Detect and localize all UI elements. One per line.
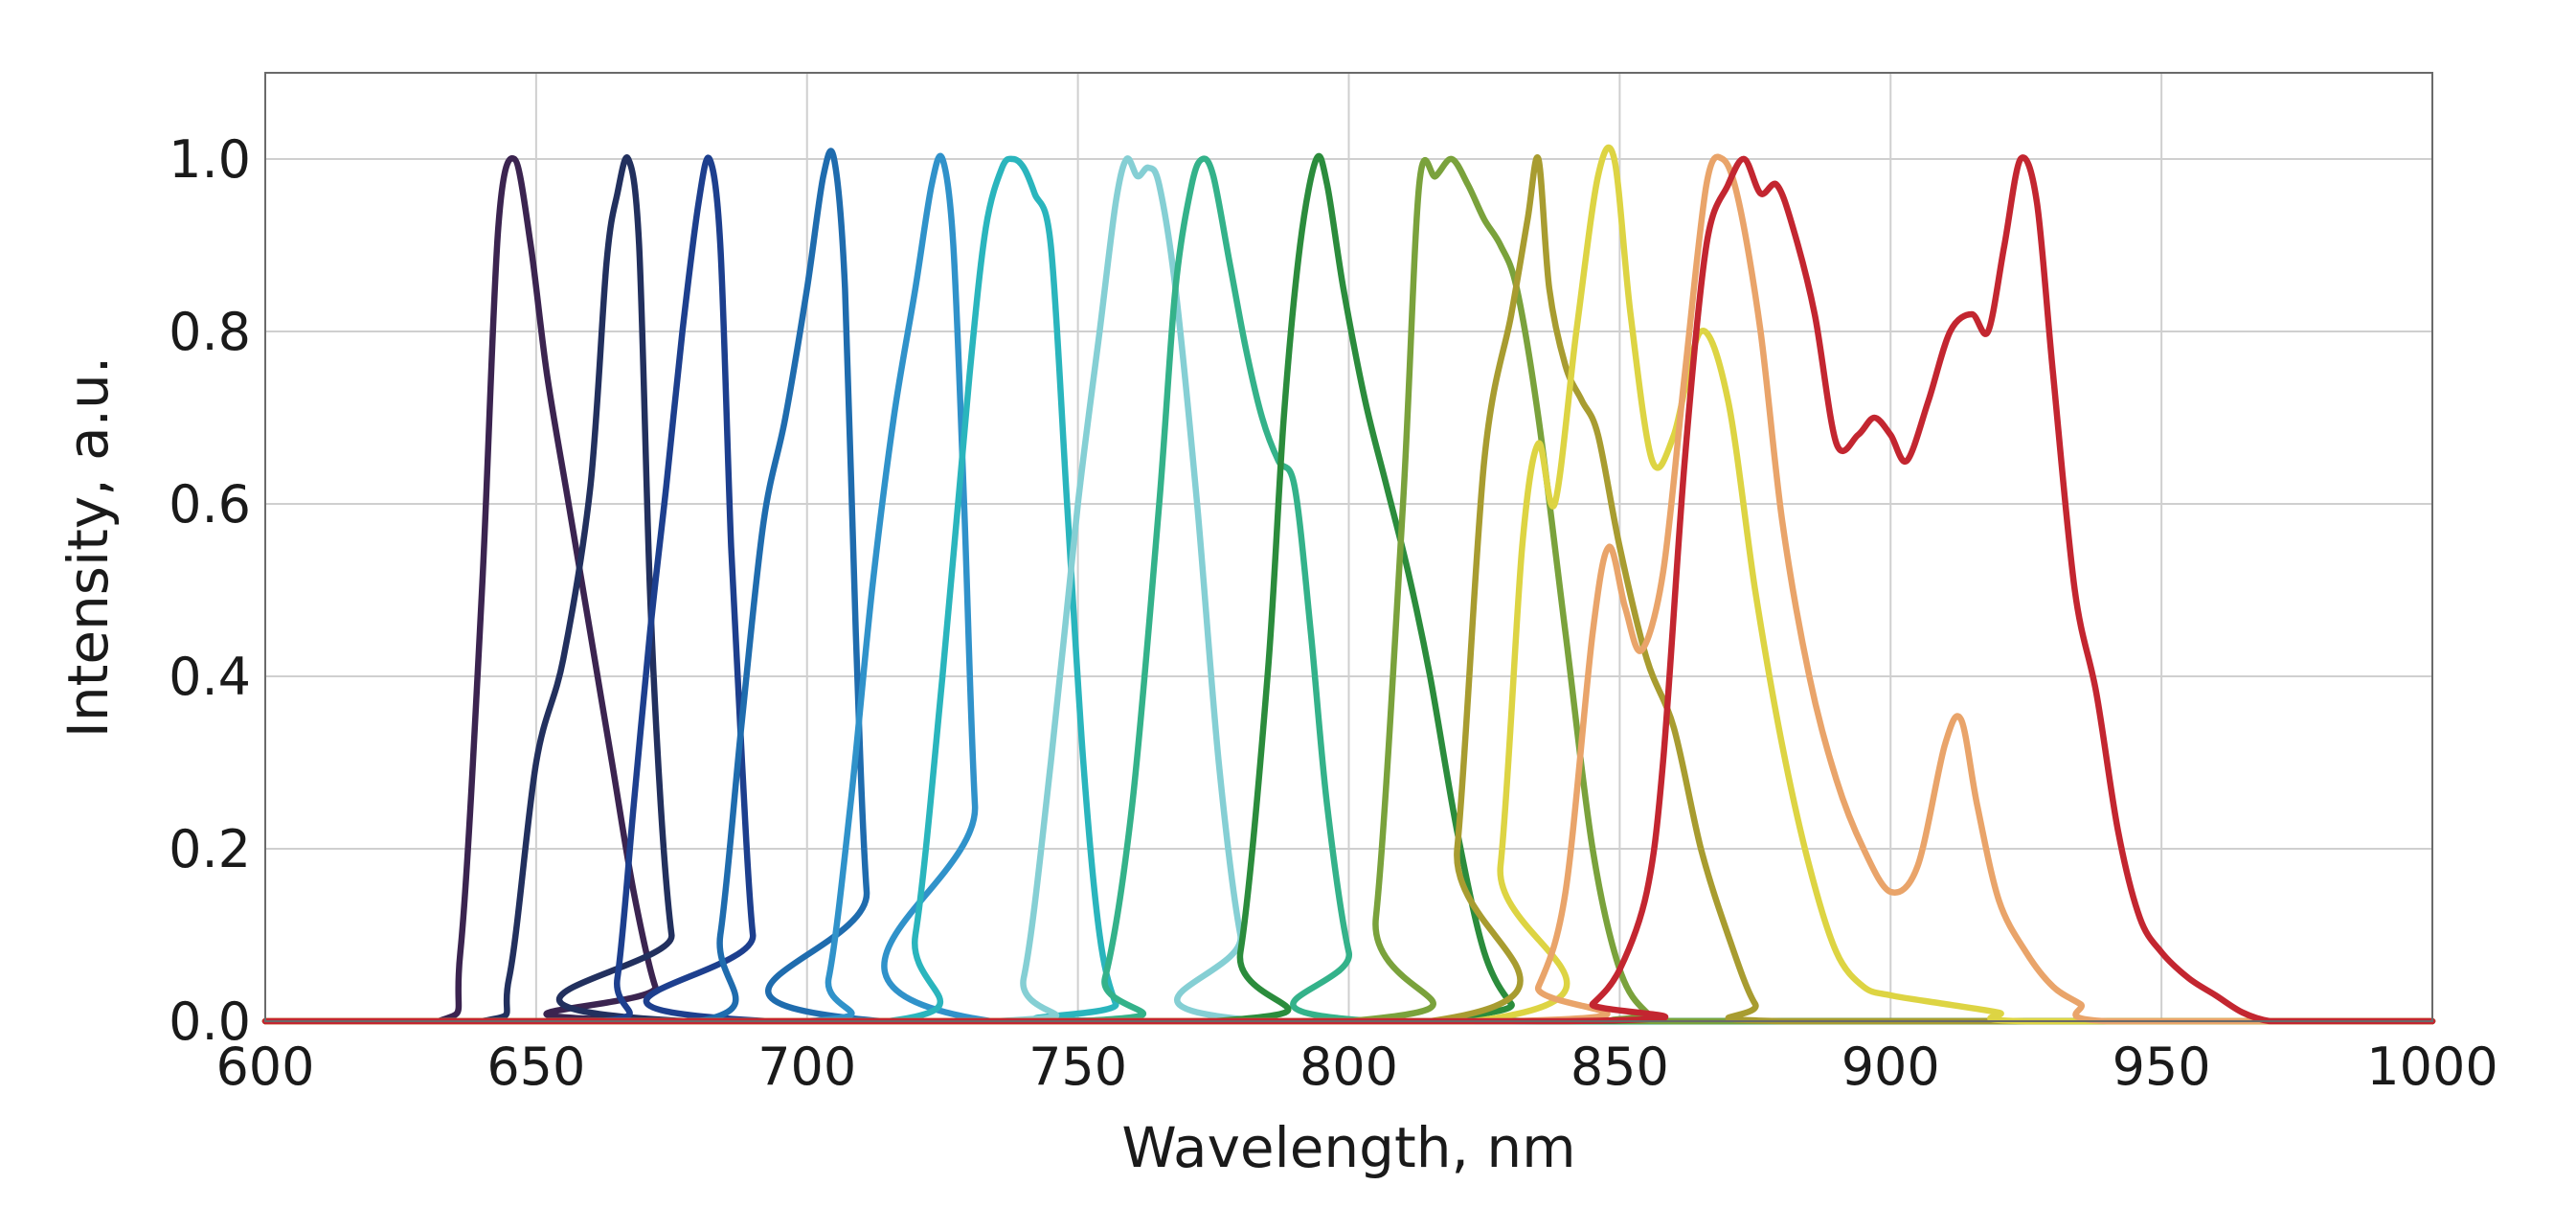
y-tick-label: 0.8 [169, 302, 251, 362]
y-axis-label: Intensity, a.u. [56, 356, 121, 739]
y-tick-label: 1.0 [169, 129, 251, 190]
plot-frame [264, 72, 2433, 1022]
x-tick-label: 900 [1842, 1037, 1940, 1097]
x-axis-label: Wavelength, nm [1121, 1115, 1575, 1180]
series-line-14 [261, 154, 2436, 1025]
series-line-8 [261, 155, 2436, 1025]
series-group [261, 144, 2436, 1025]
series-line-7 [261, 155, 2436, 1025]
grid [264, 73, 2433, 1022]
x-tick-label: 650 [486, 1037, 585, 1097]
series-line-12 [261, 144, 2436, 1025]
x-tick-label: 700 [757, 1037, 856, 1097]
y-tick-label: 0.4 [169, 647, 251, 707]
y-tick-label: 0.0 [169, 992, 251, 1052]
x-tick-label: 750 [1028, 1037, 1127, 1097]
x-tick-label: 1000 [2366, 1037, 2497, 1097]
y-tick-label: 0.6 [169, 474, 251, 535]
x-tick-label: 950 [2113, 1037, 2211, 1097]
y-tick-labels: 0.0 0.2 0.4 0.6 0.8 1.0 [169, 129, 251, 1052]
x-tick-labels: 600 650 700 750 800 850 900 950 1000 [215, 1037, 2497, 1097]
x-tick-label: 600 [215, 1037, 314, 1097]
series-line-13 [261, 153, 2436, 1025]
x-tick-label: 800 [1299, 1037, 1398, 1097]
series-line-11 [261, 154, 2436, 1025]
y-tick-label: 0.2 [169, 819, 251, 879]
x-tick-label: 850 [1570, 1037, 1669, 1097]
series-line-9 [261, 152, 2436, 1025]
